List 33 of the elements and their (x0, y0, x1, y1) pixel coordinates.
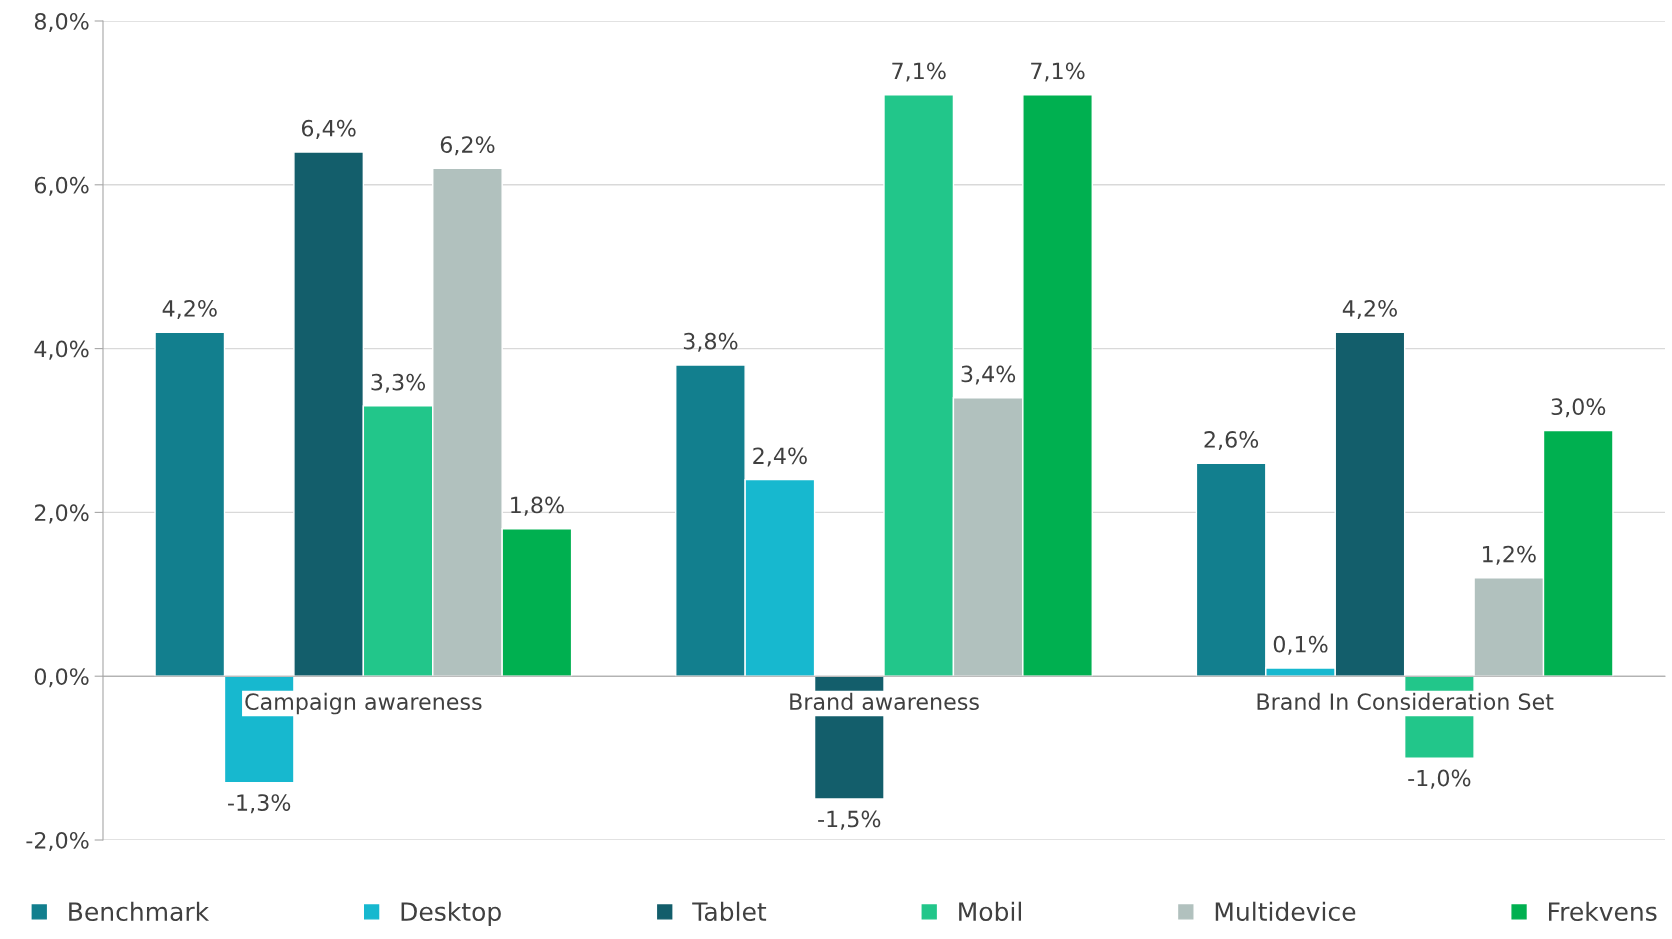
data-label: 6,4% (301, 119, 356, 139)
data-label: 7,1% (892, 62, 946, 82)
data-label: 3,0% (1551, 398, 1606, 418)
data-label: 3,4% (961, 365, 1016, 385)
y-tick-label: 8,0% (34, 12, 89, 33)
data-label: 3,8% (683, 332, 738, 352)
x-tick-label: Brand awareness (790, 692, 979, 711)
legend-label: Tablet (692, 901, 767, 922)
legend-label: Frekvens (1549, 901, 1657, 922)
data-label: 6,2% (440, 136, 495, 156)
legend-label: Multidevice (1215, 901, 1356, 922)
y-tick-label: 0,0% (34, 668, 89, 688)
data-label: -1,5% (818, 810, 881, 830)
data-label: 4,2% (162, 299, 217, 320)
data-label: 0,1% (1273, 635, 1328, 655)
data-label: -1,0% (1408, 769, 1471, 789)
data-label: -1,3% (228, 794, 291, 814)
legend-label: Mobil (959, 901, 1021, 922)
data-label: 1,8% (511, 496, 564, 516)
legend-label: Desktop (401, 901, 501, 926)
y-tick-label: -2,0% (26, 831, 89, 852)
data-label: 3,3% (371, 373, 426, 393)
data-label: 2,6% (1204, 431, 1259, 451)
x-tick-label: Brand In Consideration Set (1257, 692, 1554, 711)
data-label: 1,2% (1483, 545, 1536, 565)
data-label: 4,2% (1342, 299, 1397, 320)
legend-label: Benchmark (69, 901, 210, 922)
data-label: 7,1% (1031, 62, 1085, 82)
y-tick-label: 2,0% (34, 504, 89, 524)
data-label: 2,4% (753, 447, 807, 467)
y-tick-label: 6,0% (34, 176, 89, 196)
x-tick-label: Campaign awareness (245, 692, 482, 715)
y-tick-label: 4,0% (34, 340, 89, 360)
